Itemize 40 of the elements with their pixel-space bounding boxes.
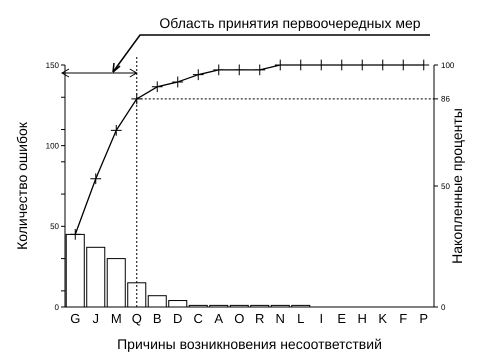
x-tick-label: O bbox=[234, 311, 244, 326]
y-tick-label: 50 bbox=[50, 222, 60, 232]
point bbox=[90, 172, 102, 185]
y-tick-label: 100 bbox=[46, 141, 60, 150]
x-tick-label: Q bbox=[132, 311, 142, 326]
x-tick-label: J bbox=[92, 311, 99, 326]
point bbox=[212, 64, 225, 76]
point bbox=[69, 228, 82, 240]
x-tick-label: P bbox=[419, 311, 428, 326]
x-tick-label: E bbox=[337, 311, 346, 326]
y2-tick-label: 100 bbox=[441, 60, 455, 70]
y-tick-label: 0 bbox=[54, 302, 60, 312]
x-tick-label: R bbox=[255, 311, 264, 326]
x-tick-label: I bbox=[319, 311, 324, 326]
y2-tick-label: 86 bbox=[441, 94, 450, 104]
x-tick-label: H bbox=[358, 311, 367, 326]
point bbox=[130, 92, 143, 105]
y-axis-title: Количество ошибок bbox=[14, 121, 30, 250]
x-tick-label: C bbox=[194, 311, 203, 326]
x-tick-label: F bbox=[399, 311, 408, 326]
x-tick-label: M bbox=[110, 311, 122, 326]
x-tick-label: G bbox=[70, 311, 80, 326]
y2-tick-label: 50 bbox=[441, 182, 450, 191]
y2-tick-label: 0 bbox=[441, 302, 446, 312]
x-tick-label: K bbox=[378, 311, 388, 326]
text: Область принятия первоочередных мер bbox=[159, 15, 421, 31]
point bbox=[192, 68, 204, 81]
x-tick-label: N bbox=[276, 311, 285, 326]
x-tick-label: B bbox=[152, 311, 162, 326]
x-tick-label: D bbox=[173, 311, 182, 326]
x-tick-label: A bbox=[214, 311, 224, 326]
point bbox=[110, 124, 122, 136]
point bbox=[172, 76, 184, 88]
y-tick-label: 150 bbox=[46, 60, 60, 70]
point bbox=[233, 64, 246, 76]
y2-axis-title: Накопленные проценты bbox=[449, 108, 465, 264]
point bbox=[151, 80, 164, 93]
x-axis-title: Причины возникновения несоответствий bbox=[117, 336, 382, 352]
x-tick-label: L bbox=[297, 311, 304, 326]
point bbox=[254, 64, 266, 76]
